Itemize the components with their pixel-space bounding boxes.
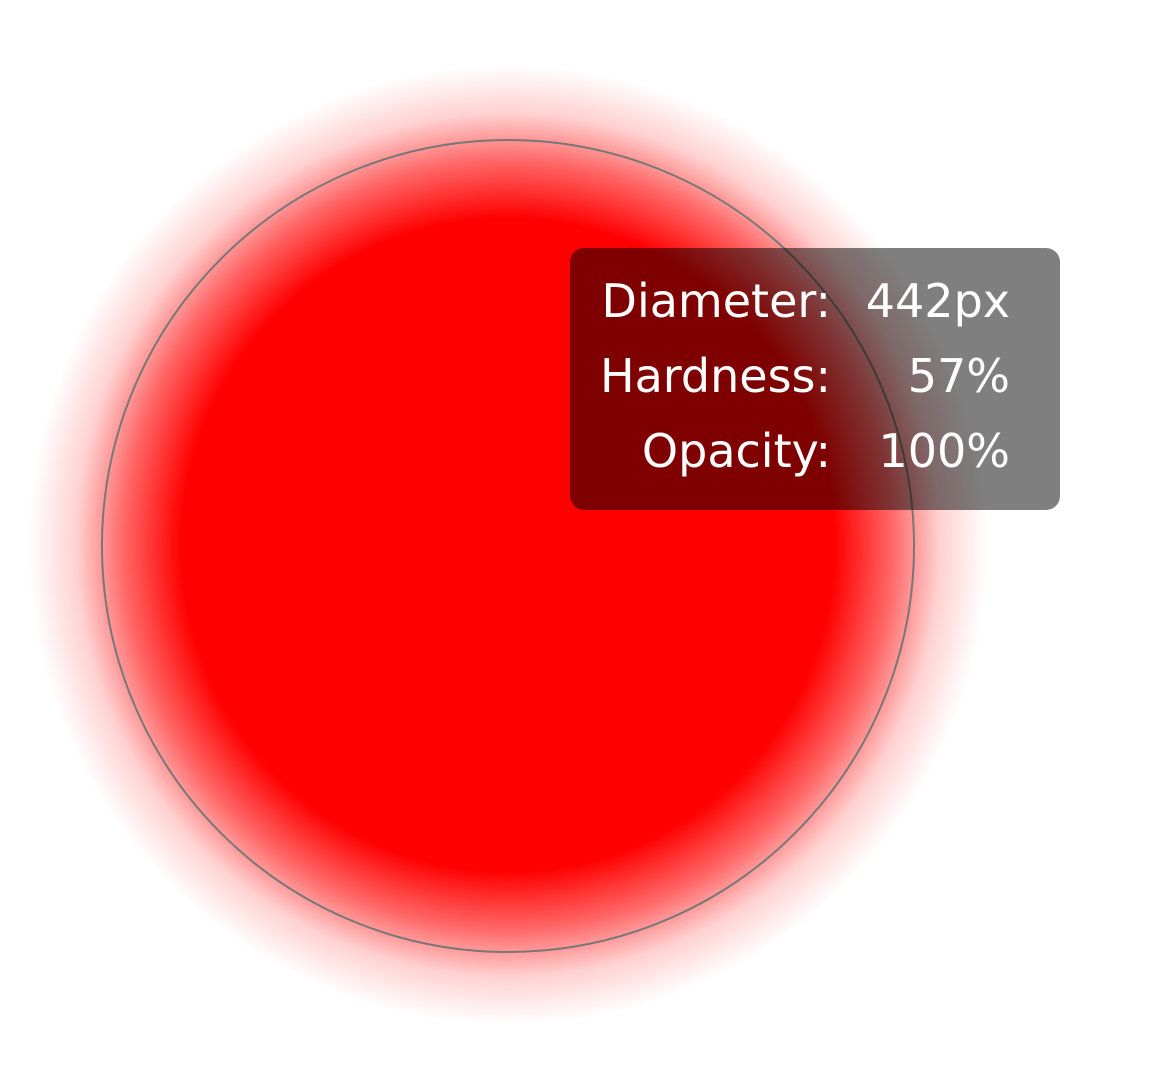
brush-stroke — [28, 65, 988, 1025]
hud-label: Hardness: — [600, 349, 831, 403]
hud-label: Diameter: — [602, 274, 831, 328]
brush-outline — [101, 139, 915, 953]
hud-value: 442px — [866, 274, 1010, 328]
hud-panel — [570, 248, 1060, 510]
hud-value: 57% — [908, 349, 1010, 403]
hud-value: 100% — [878, 424, 1010, 478]
hud-label: Opacity: — [642, 424, 831, 478]
brush-hud: Diameter: 442px Hardness: 57% Opacity: 100% — [570, 248, 1060, 510]
